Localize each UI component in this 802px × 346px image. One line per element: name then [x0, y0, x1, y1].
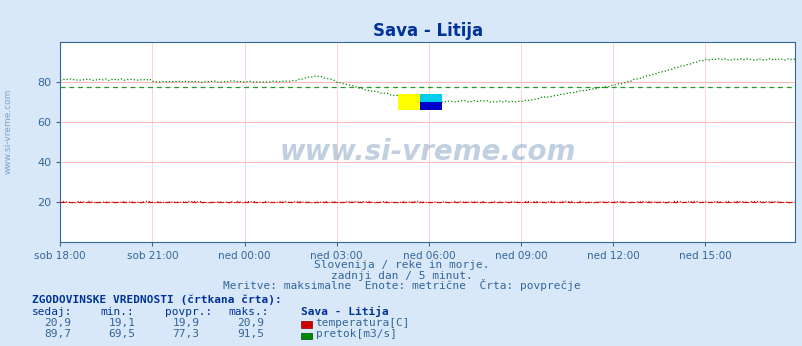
Text: 77,3: 77,3: [172, 329, 200, 339]
Text: 69,5: 69,5: [108, 329, 136, 339]
Text: 91,5: 91,5: [237, 329, 264, 339]
Text: maks.:: maks.:: [229, 307, 269, 317]
Text: min.:: min.:: [100, 307, 134, 317]
Text: 19,9: 19,9: [172, 318, 200, 328]
Bar: [419, 94, 442, 102]
Text: Sava - Litija: Sava - Litija: [301, 306, 388, 317]
Bar: [398, 94, 419, 110]
Bar: [419, 102, 442, 110]
Text: pretok[m3/s]: pretok[m3/s]: [315, 329, 396, 339]
Text: povpr.:: povpr.:: [164, 307, 212, 317]
Text: Slovenija / reke in morje.: Slovenija / reke in morje.: [314, 260, 488, 270]
Text: 19,1: 19,1: [108, 318, 136, 328]
Text: zadnji dan / 5 minut.: zadnji dan / 5 minut.: [330, 271, 472, 281]
Title: Sava - Litija: Sava - Litija: [372, 22, 482, 40]
Text: www.si-vreme.com: www.si-vreme.com: [279, 138, 575, 166]
Text: Meritve: maksimalne  Enote: metrične  Črta: povprečje: Meritve: maksimalne Enote: metrične Črta…: [222, 279, 580, 291]
Text: 20,9: 20,9: [237, 318, 264, 328]
Text: 20,9: 20,9: [44, 318, 71, 328]
Text: ZGODOVINSKE VREDNOSTI (črtkana črta):: ZGODOVINSKE VREDNOSTI (črtkana črta):: [32, 294, 282, 305]
Text: www.si-vreme.com: www.si-vreme.com: [3, 89, 13, 174]
Text: sedaj:: sedaj:: [32, 307, 72, 317]
Text: 89,7: 89,7: [44, 329, 71, 339]
Text: temperatura[C]: temperatura[C]: [315, 318, 410, 328]
